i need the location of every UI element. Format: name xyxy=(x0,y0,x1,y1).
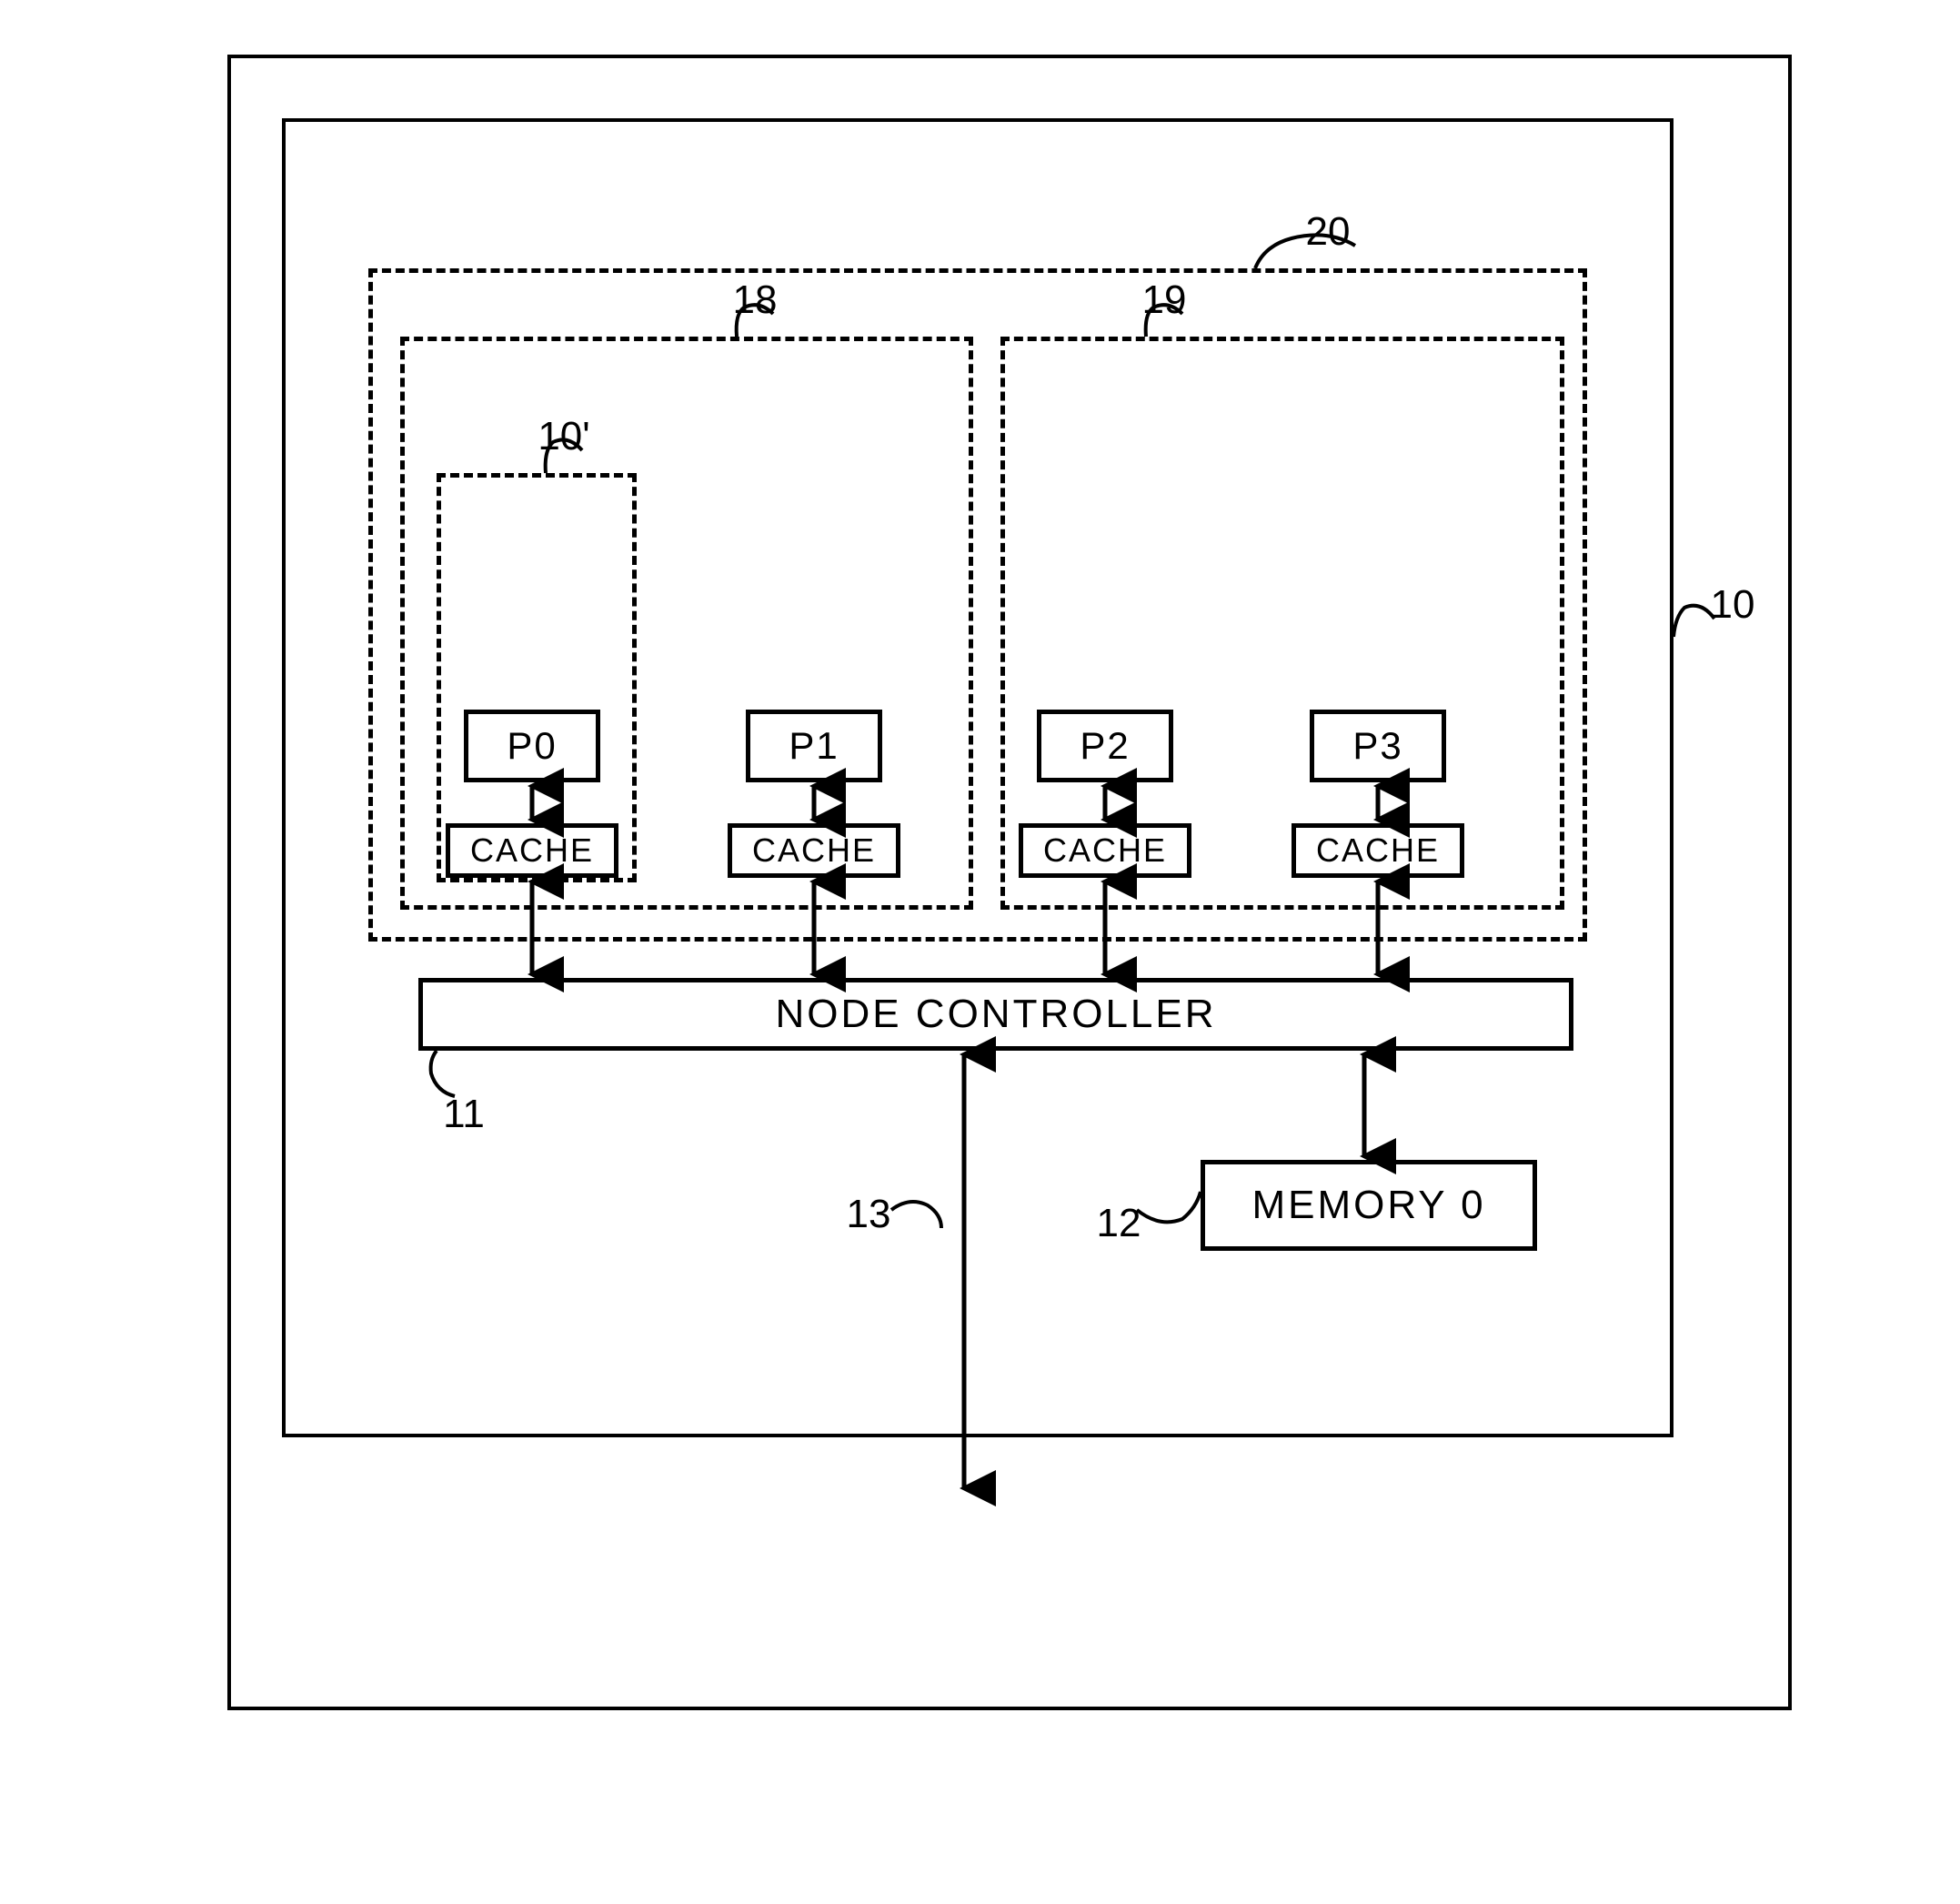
group-10-prime xyxy=(437,473,637,882)
processor-p1-label: P1 xyxy=(789,724,839,768)
processor-p2-label: P2 xyxy=(1080,724,1130,768)
cache-0: CACHE xyxy=(446,823,618,878)
callout-19-text: 19 xyxy=(1142,277,1187,322)
processor-p3-label: P3 xyxy=(1352,724,1402,768)
processor-p0-label: P0 xyxy=(507,724,557,768)
callout-13-text: 13 xyxy=(847,1192,891,1236)
callout-10-prime-text: 10' xyxy=(538,414,589,458)
callout-18-text: 18 xyxy=(733,277,778,322)
callout-10-prime: 10' xyxy=(538,414,589,459)
cache-2-label: CACHE xyxy=(1043,831,1167,870)
callout-12-text: 12 xyxy=(1097,1201,1141,1245)
callout-20-text: 20 xyxy=(1306,209,1351,254)
callout-11: 11 xyxy=(443,1092,485,1137)
processor-p2: P2 xyxy=(1037,710,1173,782)
callout-18: 18 xyxy=(733,277,778,323)
node-controller: NODE CONTROLLER xyxy=(418,978,1573,1051)
node-controller-label: NODE CONTROLLER xyxy=(775,992,1216,1037)
diagram-stage: P0 P1 P2 P3 CACHE CACHE CACHE CACHE NODE… xyxy=(0,0,1960,1904)
cache-1: CACHE xyxy=(728,823,900,878)
cache-2: CACHE xyxy=(1019,823,1191,878)
memory-0-label: MEMORY 0 xyxy=(1251,1183,1485,1228)
cache-3-label: CACHE xyxy=(1316,831,1440,870)
cache-1-label: CACHE xyxy=(752,831,876,870)
processor-p3: P3 xyxy=(1310,710,1446,782)
callout-10-text: 10 xyxy=(1711,582,1755,627)
processor-p1: P1 xyxy=(746,710,882,782)
callout-12: 12 xyxy=(1097,1201,1141,1246)
processor-p0: P0 xyxy=(464,710,600,782)
callout-19: 19 xyxy=(1142,277,1187,323)
memory-0: MEMORY 0 xyxy=(1201,1160,1537,1251)
callout-13: 13 xyxy=(847,1192,891,1237)
callout-11-text: 11 xyxy=(443,1092,485,1136)
cache-3: CACHE xyxy=(1292,823,1464,878)
callout-20: 20 xyxy=(1306,209,1351,255)
cache-0-label: CACHE xyxy=(470,831,594,870)
callout-10: 10 xyxy=(1711,582,1755,628)
